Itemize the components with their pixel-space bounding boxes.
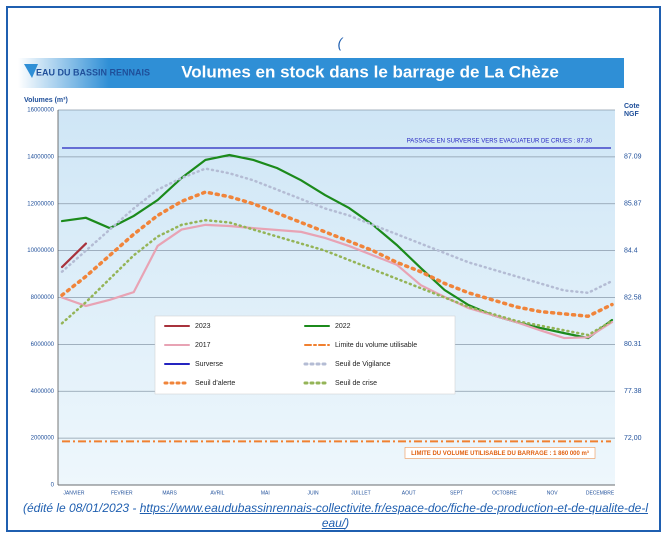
- y2-tick-label: 77.38: [624, 388, 642, 395]
- y2-axis-label: Cote NGF: [624, 103, 640, 118]
- chart-title: Volumes en stock dans le barrage de La C…: [181, 62, 559, 81]
- y-tick-label: 0: [51, 483, 55, 489]
- x-tick-label: JUILLET: [351, 490, 370, 496]
- logo-icon: [24, 64, 38, 78]
- x-tick-label: SEPT: [450, 490, 463, 496]
- series-line: [60, 190, 614, 319]
- series-line: [60, 167, 614, 295]
- y2-tick-label: 82.58: [624, 294, 642, 301]
- legend-label: 2022: [335, 323, 351, 330]
- header-band: [18, 58, 624, 88]
- y-tick-label: 8000000: [31, 295, 55, 301]
- x-tick-label: DECEMBRE: [586, 490, 615, 496]
- y-tick-label: 2000000: [31, 436, 55, 442]
- legend-label: Seuil d'alerte: [195, 380, 235, 387]
- annotation-box: [404, 447, 596, 459]
- legend-label: Limite du volume utilisable: [335, 342, 417, 349]
- x-tick-label: MAI: [261, 490, 270, 496]
- x-tick-label: AOUT: [402, 490, 416, 496]
- caption: (édité le 08/01/2023 - https://www.eaudu…: [20, 501, 651, 531]
- x-tick-label: FEVRIER: [111, 490, 133, 496]
- y2-tick-label: 80.31: [624, 341, 642, 348]
- bracket: (: [338, 35, 344, 51]
- x-tick-label: AVRIL: [210, 490, 224, 496]
- y2-tick-label: 85.87: [624, 201, 642, 208]
- y2-tick-label: 87.09: [624, 154, 642, 161]
- y-tick-label: 6000000: [31, 342, 55, 348]
- legend-box: [154, 315, 456, 395]
- x-tick-label: MARS: [162, 490, 177, 496]
- caption-text: (édité le 08/01/2023 -: [22, 501, 140, 515]
- y-tick-label: 16000000: [27, 108, 54, 114]
- legend-label: Seuil de crise: [335, 380, 377, 387]
- y-tick-label: 14000000: [27, 154, 54, 160]
- x-tick-label: JANVIER: [63, 490, 85, 496]
- x-tick-label: OCTOBRE: [492, 490, 517, 496]
- legend-label: Surverse: [195, 361, 223, 368]
- caption-text: ): [345, 516, 350, 530]
- series-line: [60, 242, 88, 269]
- y-tick-label: 4000000: [31, 389, 55, 395]
- y-tick-label: 12000000: [27, 201, 54, 207]
- y-tick-label: 10000000: [27, 248, 54, 254]
- series-line: [60, 218, 614, 337]
- annotation: PASSAGE EN SURVERSE VERS EVACUATEUR DE C…: [407, 139, 593, 145]
- x-tick-label: NOV: [547, 490, 559, 496]
- caption-link[interactable]: https://www.eaudubassinrennais-collectiv…: [139, 501, 648, 530]
- legend-label: 2017: [195, 342, 211, 349]
- y2-tick-label: 72,00: [624, 435, 642, 442]
- legend-label: Seuil de Vigilance: [335, 361, 391, 368]
- series-line: [60, 223, 614, 340]
- legend-label: 2023: [195, 323, 211, 330]
- logo: EAU DU BASSIN RENNAIS: [36, 67, 150, 77]
- y-axis-label: Volumes (m³): [24, 97, 68, 104]
- x-tick-label: JUIN: [308, 490, 320, 496]
- y2-tick-label: 84.4: [624, 247, 638, 254]
- annotation: LIMITE DU VOLUME UTILISABLE DU BARRAGE :…: [411, 450, 589, 457]
